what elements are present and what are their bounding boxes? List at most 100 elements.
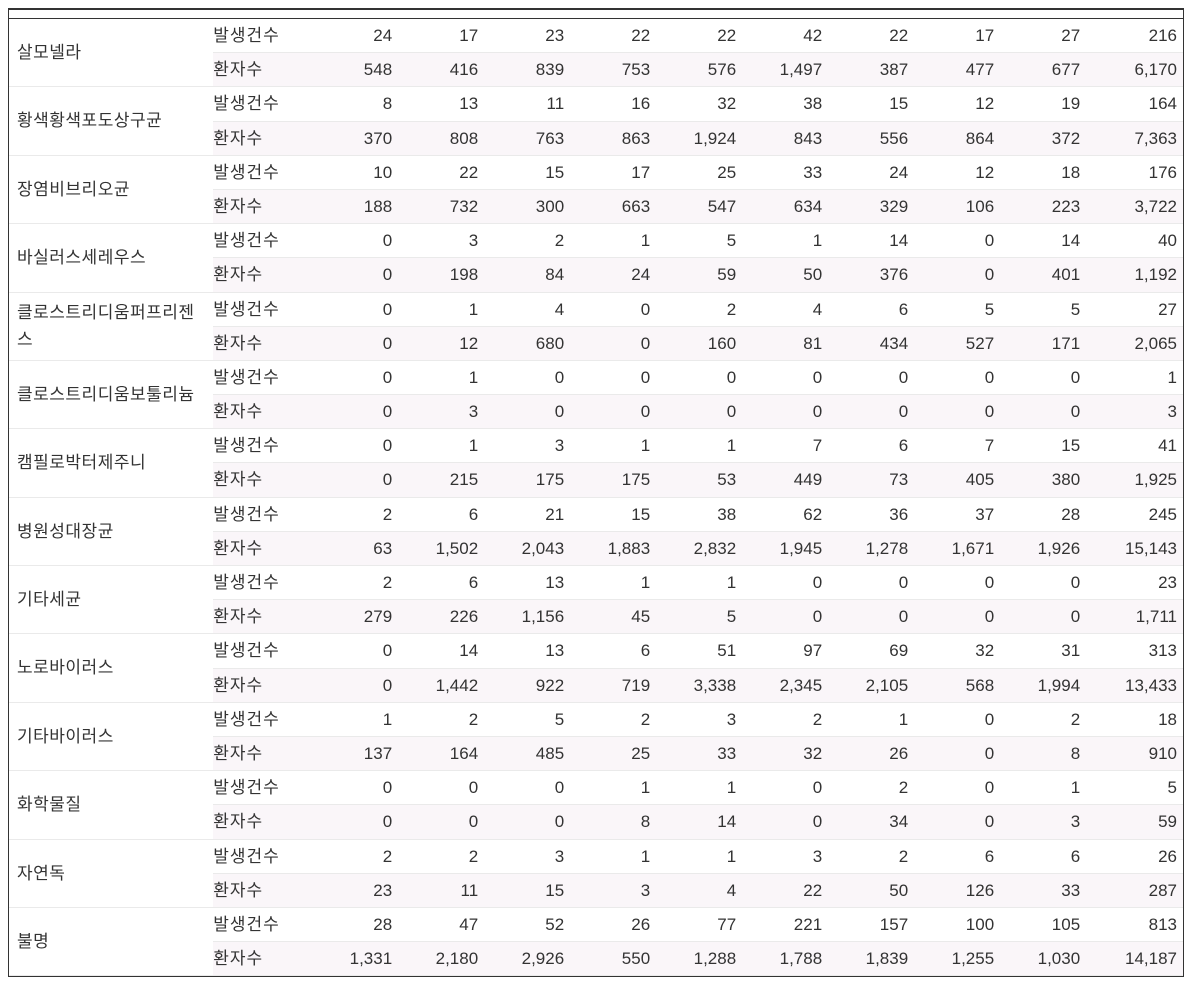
cell-value: 4 (656, 873, 742, 907)
cell-value: 0 (1000, 395, 1086, 429)
cell-value: 3 (570, 873, 656, 907)
cell-value: 719 (570, 668, 656, 702)
cell-value: 22 (398, 155, 484, 189)
cell-value: 24 (570, 258, 656, 292)
cell-total: 6,170 (1086, 53, 1183, 87)
table-row: 기타바이러스발생건수12523210218 (9, 702, 1183, 736)
cell-value: 0 (312, 771, 398, 805)
cell-value: 164 (398, 736, 484, 770)
cell-value: 1,502 (398, 531, 484, 565)
cell-value: 0 (742, 805, 828, 839)
cell-value: 2 (828, 771, 914, 805)
metric-label: 발생건수 (213, 771, 312, 805)
cell-value: 8 (570, 805, 656, 839)
cell-value: 16 (570, 87, 656, 121)
cell-value: 188 (312, 189, 398, 223)
cell-value: 62 (742, 497, 828, 531)
cell-value: 753 (570, 53, 656, 87)
cell-value: 3 (484, 839, 570, 873)
cell-value: 0 (484, 805, 570, 839)
cell-value: 5 (914, 292, 1000, 326)
cell-value: 1 (570, 839, 656, 873)
cell-value: 2,345 (742, 668, 828, 702)
cell-value: 1 (1000, 771, 1086, 805)
cell-value: 221 (742, 907, 828, 941)
cell-value: 0 (312, 360, 398, 394)
cell-value: 45 (570, 600, 656, 634)
cell-value: 8 (312, 87, 398, 121)
col-year (828, 10, 914, 19)
cell-value: 0 (1000, 566, 1086, 600)
pathogen-stats-table: 살모넬라발생건수241723222242221727216환자수54841683… (8, 8, 1184, 977)
cell-value: 59 (656, 258, 742, 292)
cell-value: 2 (1000, 702, 1086, 736)
cell-value: 1,442 (398, 668, 484, 702)
cell-value: 13 (484, 634, 570, 668)
cell-value: 634 (742, 189, 828, 223)
col-year (742, 10, 828, 19)
cell-value: 53 (656, 463, 742, 497)
cell-value: 84 (484, 258, 570, 292)
cell-value: 37 (914, 497, 1000, 531)
cell-value: 2 (398, 839, 484, 873)
col-year (1000, 10, 1086, 19)
metric-label: 환자수 (213, 668, 312, 702)
cell-value: 0 (312, 429, 398, 463)
cell-value: 4 (484, 292, 570, 326)
cell-value: 63 (312, 531, 398, 565)
cell-value: 527 (914, 326, 1000, 360)
cell-value: 6 (828, 292, 914, 326)
metric-label: 발생건수 (213, 429, 312, 463)
pathogen-name: 클로스트리디움보툴리늄 (9, 360, 213, 428)
cell-value: 7 (742, 429, 828, 463)
metric-label: 환자수 (213, 326, 312, 360)
cell-value: 4 (742, 292, 828, 326)
cell-value: 387 (828, 53, 914, 87)
table-header (9, 10, 1183, 19)
table-row: 캠필로박터제주니발생건수013117671541 (9, 429, 1183, 463)
cell-value: 0 (914, 805, 1000, 839)
cell-value: 0 (656, 360, 742, 394)
cell-value: 576 (656, 53, 742, 87)
cell-value: 22 (742, 873, 828, 907)
cell-value: 15 (484, 873, 570, 907)
table-row: 바실러스세레우스발생건수0321511401440 (9, 224, 1183, 258)
cell-value: 2 (742, 702, 828, 736)
cell-value: 5 (656, 600, 742, 634)
table-row: 병원성대장균발생건수2621153862363728245 (9, 497, 1183, 531)
cell-value: 0 (570, 395, 656, 429)
cell-value: 0 (742, 360, 828, 394)
cell-value: 28 (312, 907, 398, 941)
cell-value: 100 (914, 907, 1000, 941)
pathogen-name: 화학물질 (9, 771, 213, 839)
cell-value: 0 (828, 600, 914, 634)
cell-value: 25 (570, 736, 656, 770)
cell-value: 732 (398, 189, 484, 223)
cell-value: 215 (398, 463, 484, 497)
cell-total: 164 (1086, 87, 1183, 121)
cell-value: 11 (484, 87, 570, 121)
cell-value: 160 (656, 326, 742, 360)
cell-value: 0 (914, 395, 1000, 429)
cell-value: 1 (828, 702, 914, 736)
cell-value: 14 (398, 634, 484, 668)
cell-value: 22 (570, 19, 656, 53)
cell-value: 839 (484, 53, 570, 87)
cell-value: 15 (1000, 429, 1086, 463)
cell-value: 175 (484, 463, 570, 497)
cell-value: 12 (914, 87, 1000, 121)
metric-label: 발생건수 (213, 224, 312, 258)
pathogen-name: 클로스트리디움퍼프리젠스 (9, 292, 213, 360)
cell-value: 0 (484, 771, 570, 805)
cell-value: 24 (828, 155, 914, 189)
cell-value: 52 (484, 907, 570, 941)
cell-value: 6 (398, 497, 484, 531)
pathogen-name: 노로바이러스 (9, 634, 213, 702)
cell-value: 2,926 (484, 942, 570, 976)
cell-value: 3 (656, 702, 742, 736)
cell-value: 1 (398, 292, 484, 326)
pathogen-name: 불명 (9, 907, 213, 975)
metric-label: 발생건수 (213, 497, 312, 531)
cell-value: 0 (312, 463, 398, 497)
col-year (312, 10, 398, 19)
